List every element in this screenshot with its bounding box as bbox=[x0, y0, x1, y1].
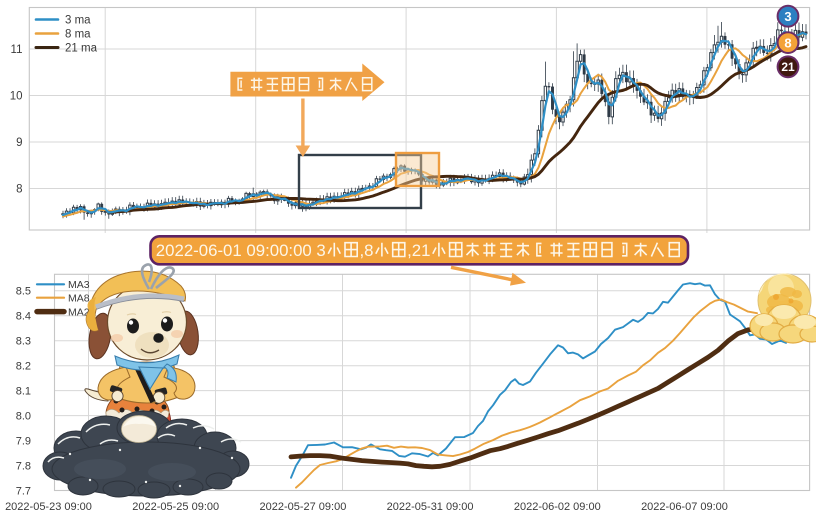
svg-text:2022-05-31 09:00: 2022-05-31 09:00 bbox=[387, 501, 474, 513]
svg-text:11: 11 bbox=[11, 44, 23, 56]
svg-text:2022-05-27 09:00: 2022-05-27 09:00 bbox=[259, 501, 346, 513]
svg-text:2022-06-07 09:00: 2022-06-07 09:00 bbox=[641, 501, 728, 513]
svg-text:9: 9 bbox=[16, 137, 22, 149]
svg-text:,8: ,8 bbox=[360, 241, 374, 260]
svg-text:8.0: 8.0 bbox=[16, 410, 31, 422]
svg-text:8.3: 8.3 bbox=[16, 336, 31, 348]
svg-text:8.2: 8.2 bbox=[16, 361, 31, 373]
svg-text:2022-05-25 09:00: 2022-05-25 09:00 bbox=[132, 501, 219, 513]
svg-text:7.9: 7.9 bbox=[16, 435, 31, 447]
svg-text:10: 10 bbox=[10, 91, 23, 103]
svg-text:7.8: 7.8 bbox=[16, 460, 31, 472]
svg-text:2022-06-02 09:00: 2022-06-02 09:00 bbox=[514, 501, 601, 513]
svg-text:21: 21 bbox=[781, 60, 795, 74]
svg-text:2022-05-23 09:00: 2022-05-23 09:00 bbox=[5, 501, 92, 513]
svg-text:8.5: 8.5 bbox=[16, 286, 31, 298]
svg-text:8.1: 8.1 bbox=[16, 385, 31, 397]
svg-text:21 ma: 21 ma bbox=[65, 43, 98, 55]
svg-text:7.7: 7.7 bbox=[16, 485, 31, 497]
svg-text:3 ma: 3 ma bbox=[65, 15, 91, 27]
svg-text:MA3: MA3 bbox=[68, 279, 90, 291]
svg-text:8: 8 bbox=[16, 184, 22, 196]
svg-text:8 ma: 8 ma bbox=[65, 29, 91, 41]
svg-text:8: 8 bbox=[784, 35, 791, 50]
svg-text:,21: ,21 bbox=[407, 241, 430, 260]
svg-text:2022-06-01 09:00:00 3: 2022-06-01 09:00:00 3 bbox=[156, 241, 326, 260]
svg-text:8.4: 8.4 bbox=[16, 311, 31, 323]
svg-text:MA8: MA8 bbox=[68, 292, 90, 304]
svg-text:3: 3 bbox=[784, 9, 791, 24]
